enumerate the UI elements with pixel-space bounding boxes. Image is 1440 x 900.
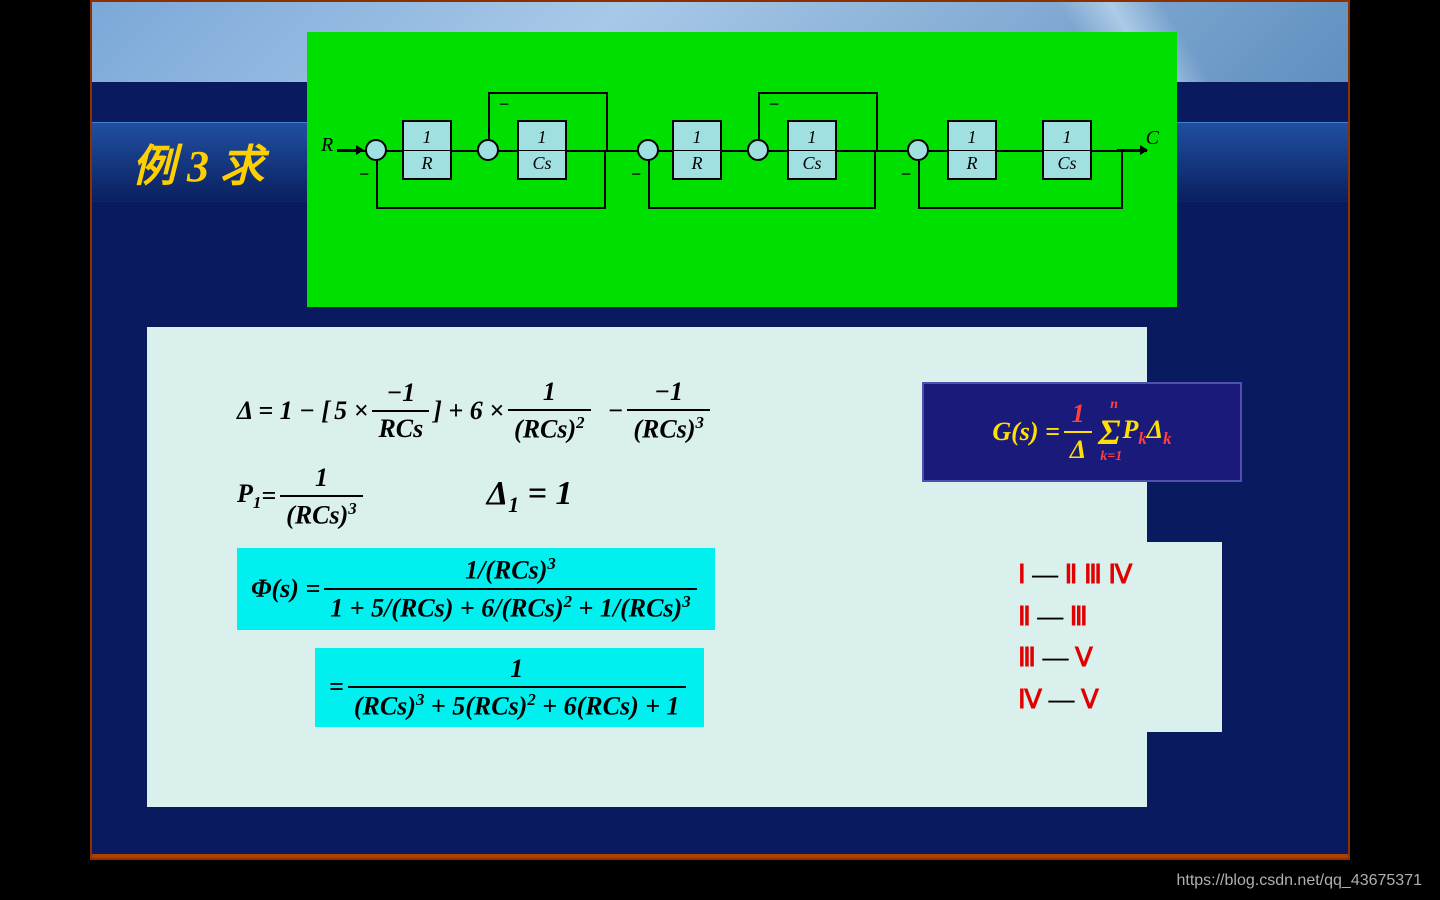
fb-top-1v bbox=[488, 92, 490, 139]
delta-t1-coef: 5 × bbox=[334, 396, 368, 426]
delta-lhs: Δ = 1 − [ bbox=[237, 396, 330, 426]
mf-pk: Pk bbox=[1123, 415, 1147, 449]
minus-1: − bbox=[499, 94, 509, 115]
arrow-out bbox=[1117, 149, 1147, 151]
sigma-icon: n Σ k=1 bbox=[1098, 411, 1120, 453]
fb-bot-2v2 bbox=[874, 150, 876, 209]
roman-row-2: Ⅱ — Ⅲ bbox=[1018, 596, 1206, 638]
roman-row-3: Ⅲ — Ⅴ bbox=[1018, 637, 1206, 679]
minus-3: − bbox=[359, 164, 369, 185]
minus-2: − bbox=[769, 94, 779, 115]
roman-relations: Ⅰ — Ⅱ Ⅲ Ⅳ Ⅱ — Ⅲ Ⅲ — Ⅴ Ⅳ — Ⅴ bbox=[1002, 542, 1222, 732]
math-panel: Δ = 1 − [ 5 × −1 RCs ] + 6 × 1 (RCs)2 − … bbox=[147, 327, 1147, 807]
fb-bot-1 bbox=[376, 207, 606, 209]
delta-br: ] + 6 × bbox=[433, 396, 504, 426]
input-label: R bbox=[321, 134, 333, 157]
delta-frac-1: −1 RCs bbox=[372, 378, 429, 444]
phi-highlight-1: Φ(s) = 1/(RCs)3 1 + 5/(RCs) + 6/(RCs)2 +… bbox=[237, 548, 715, 629]
sum-1 bbox=[365, 139, 387, 161]
sum-5 bbox=[907, 139, 929, 161]
phi-highlight-2: = 1 (RCs)3 + 5(RCs)2 + 6(RCs) + 1 bbox=[315, 648, 704, 728]
fb-top-1v2 bbox=[606, 92, 608, 150]
p1-eq: = bbox=[261, 481, 276, 511]
sum-4 bbox=[747, 139, 769, 161]
sum-2 bbox=[477, 139, 499, 161]
roman-row-4: Ⅳ — Ⅴ bbox=[1018, 679, 1206, 721]
watermark: https://blog.csdn.net/qq_43675371 bbox=[1176, 872, 1422, 890]
block-3: 1 R bbox=[672, 120, 722, 180]
minus-4: − bbox=[631, 164, 641, 185]
fb-bot-2 bbox=[648, 207, 876, 209]
fb-bot-3 bbox=[918, 207, 1123, 209]
slide-frame: 例 3 求 R C 1 R 1 Cs 1 R bbox=[90, 0, 1350, 860]
block-1: 1 R bbox=[402, 120, 452, 180]
delta-frac-3: −1 (RCs)3 bbox=[627, 377, 710, 445]
block-2: 1 Cs bbox=[517, 120, 567, 180]
roman-row-1: Ⅰ — Ⅱ Ⅲ Ⅳ bbox=[1018, 554, 1206, 596]
mf-frac: 1 Δ bbox=[1064, 399, 1092, 465]
minus-5: − bbox=[901, 164, 911, 185]
fb-bot-1v2 bbox=[604, 150, 606, 209]
mf-dk: Δk bbox=[1147, 415, 1172, 449]
block-diagram-panel: R C 1 R 1 Cs 1 R 1 bbox=[307, 32, 1177, 307]
fb-bot-2v bbox=[648, 161, 650, 209]
signal-line bbox=[337, 150, 1147, 152]
phi1-frac: 1/(RCs)3 1 + 5/(RCs) + 6/(RCs)2 + 1/(RCs… bbox=[324, 554, 696, 623]
slide-title: 例 3 求 bbox=[132, 130, 264, 194]
masons-formula-box: G(s) = 1 Δ n Σ k=1 Pk Δk bbox=[922, 382, 1242, 482]
p1-lhs: P1 bbox=[237, 479, 261, 513]
phi-eq-1: Φ(s) = 1/(RCs)3 1 + 5/(RCs) + 6/(RCs)2 +… bbox=[237, 548, 1117, 629]
phi2-frac: 1 (RCs)3 + 5(RCs)2 + 6(RCs) + 1 bbox=[348, 654, 686, 722]
fb-bot-3v2 bbox=[1121, 150, 1123, 209]
bottom-accent bbox=[92, 854, 1348, 858]
p1-frac: 1 (RCs)3 bbox=[280, 463, 363, 531]
delta1: Δ1 = 1 bbox=[487, 475, 573, 518]
fb-top-2v2 bbox=[876, 92, 878, 150]
sum-3 bbox=[637, 139, 659, 161]
fb-bot-1v bbox=[376, 161, 378, 209]
delta-frac-2: 1 (RCs)2 bbox=[508, 377, 591, 445]
fb-top-2v bbox=[758, 92, 760, 139]
block-5: 1 R bbox=[947, 120, 997, 180]
arrow-in bbox=[337, 149, 363, 151]
block-diagram: R C 1 R 1 Cs 1 R 1 bbox=[327, 102, 1157, 237]
delta-sep3: − bbox=[595, 396, 624, 426]
block-4: 1 Cs bbox=[787, 120, 837, 180]
fb-bot-3v bbox=[918, 161, 920, 209]
mf-lhs: G(s) = bbox=[992, 417, 1060, 447]
block-6: 1 Cs bbox=[1042, 120, 1092, 180]
phi-eq-2: = 1 (RCs)3 + 5(RCs)2 + 6(RCs) + 1 bbox=[315, 648, 1117, 728]
